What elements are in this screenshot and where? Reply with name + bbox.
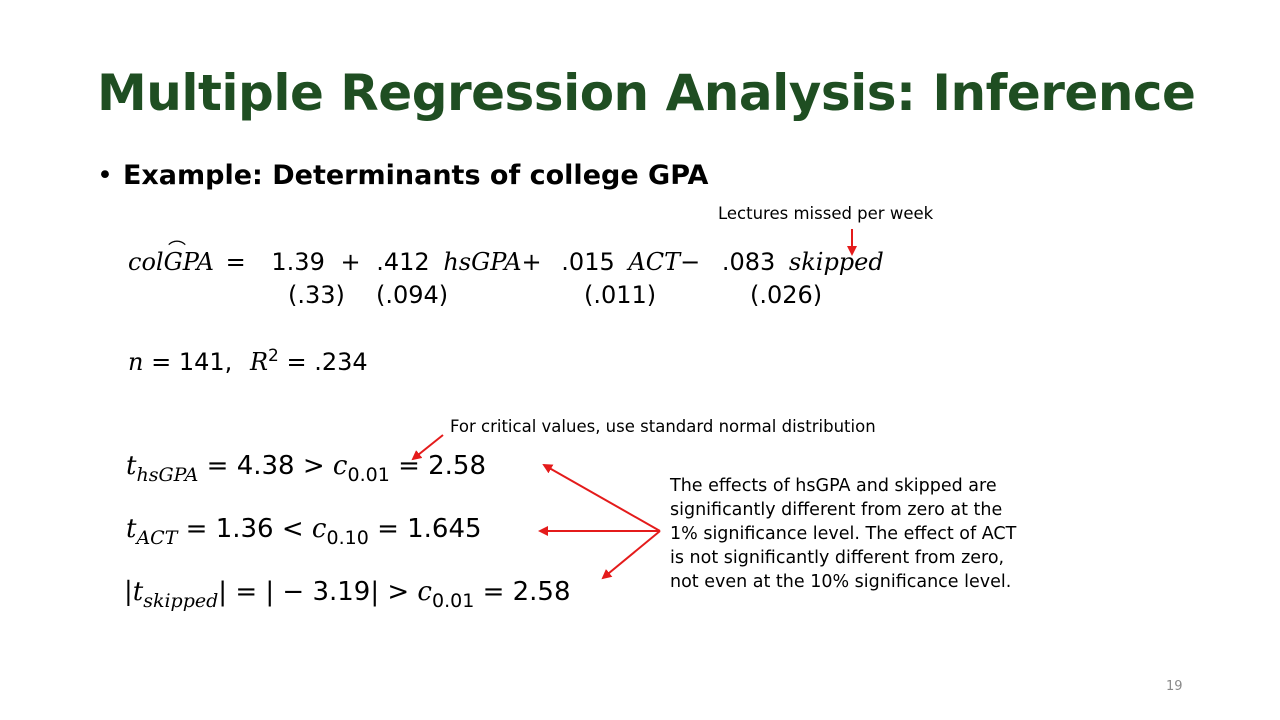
slide-title: Multiple Regression Analysis: Inference bbox=[97, 64, 1196, 122]
r2-value: = .234 bbox=[286, 348, 368, 376]
c-symbol: c bbox=[332, 451, 348, 481]
t-symbol: t bbox=[126, 514, 137, 544]
critical-values-note: For critical values, use standard normal… bbox=[450, 417, 876, 436]
critical-value: = 1.645 bbox=[377, 514, 482, 544]
t-test-act: tACT = 1.36 < c0.10 = 1.645 bbox=[126, 514, 482, 549]
c-symbol: c bbox=[311, 514, 327, 544]
t-test-hsgpa: thsGPA = 4.38 > c0.01 = 2.58 bbox=[126, 451, 486, 486]
c-subscript: 0.10 bbox=[326, 527, 369, 549]
hat-mark: ⌒ bbox=[168, 240, 186, 261]
c-subscript: 0.01 bbox=[347, 464, 390, 486]
significance-explanation: The effects of hsGPA and skipped are sig… bbox=[670, 476, 1017, 592]
t-symbol: t bbox=[126, 451, 137, 481]
se-skipped: (.026) bbox=[750, 281, 823, 309]
c-subscript: 0.01 bbox=[431, 590, 475, 612]
t-relation: | = | − 3.19| > bbox=[218, 577, 410, 607]
arrow-to-skipped-test bbox=[601, 530, 661, 580]
r2-exponent: 2 bbox=[268, 346, 279, 366]
plus-sign-2: + bbox=[521, 248, 542, 276]
intercept: 1.39 bbox=[271, 248, 325, 276]
t-symbol: |t bbox=[124, 577, 144, 607]
bullet-symbol: • bbox=[97, 160, 113, 191]
fit-statistics: n = 141, R2 = .234 bbox=[128, 346, 368, 376]
regression-equation: colGPA ⌒ = 1.39 + .412 hsGPA+ .015 ACT− .… bbox=[128, 240, 884, 276]
critical-value: = 2.58 bbox=[398, 451, 487, 481]
n-label: n bbox=[128, 348, 144, 376]
var-hsgpa: hsGPA bbox=[443, 248, 522, 276]
t-relation: = 4.38 > bbox=[206, 451, 325, 481]
example-bullet: • Example: Determinants of college GPA bbox=[97, 160, 708, 191]
page-number: 19 bbox=[1166, 679, 1183, 694]
t-test-skipped: |tskipped| = | − 3.19| > c0.01 = 2.58 bbox=[124, 577, 571, 612]
var-skipped: skipped bbox=[788, 248, 884, 276]
dependent-variable: colGPA ⌒ bbox=[128, 240, 214, 276]
se-intercept: (.33) bbox=[288, 281, 345, 309]
t-relation: = 1.36 < bbox=[185, 514, 304, 544]
coef-skipped: .083 bbox=[721, 248, 776, 276]
var-act: ACT bbox=[628, 248, 681, 276]
coef-act: .015 bbox=[561, 248, 615, 276]
c-symbol: c bbox=[417, 577, 432, 607]
critical-value: = 2.58 bbox=[482, 577, 571, 607]
coef-hsgpa: .412 bbox=[376, 248, 430, 276]
plus-sign-1: + bbox=[340, 248, 361, 276]
lectures-missed-note: Lectures missed per week bbox=[718, 204, 934, 223]
minus-sign: − bbox=[680, 248, 701, 276]
se-hsgpa: (.094) bbox=[376, 281, 449, 309]
bullet-text: Example: Determinants of college GPA bbox=[122, 160, 709, 191]
equals-sign: = bbox=[225, 248, 246, 276]
arrow-to-hsgpa-test bbox=[542, 464, 661, 532]
t-subscript: ACT bbox=[136, 527, 178, 549]
r2-label: R bbox=[249, 348, 269, 376]
t-subscript: hsGPA bbox=[136, 464, 199, 486]
t-subscript: skipped bbox=[143, 590, 219, 612]
se-act: (.011) bbox=[584, 281, 657, 309]
n-value: = 141, bbox=[151, 348, 233, 376]
